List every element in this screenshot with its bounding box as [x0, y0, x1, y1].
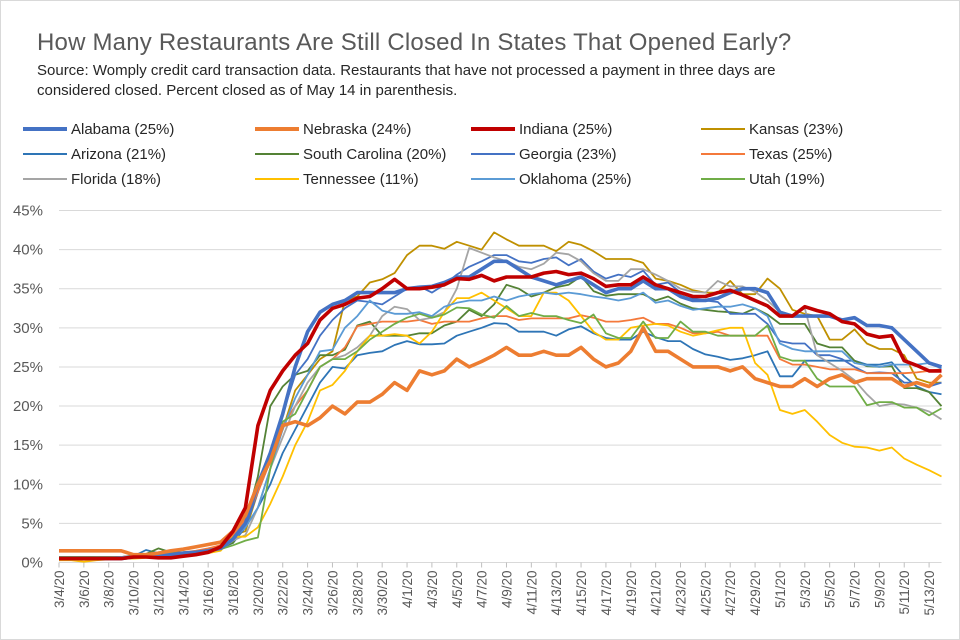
x-tick-label: 4/21/20 — [649, 571, 664, 616]
legend-item: Tennessee (11%) — [255, 169, 471, 189]
y-tick-label: 35% — [13, 281, 43, 298]
legend-label: South Carolina (20%) — [303, 145, 447, 163]
series-line-alabama — [59, 259, 943, 561]
x-tick-label: 3/16/20 — [201, 571, 216, 616]
x-tick-label: 4/19/20 — [624, 571, 639, 616]
x-tick-label: 4/27/20 — [723, 571, 738, 616]
series-line-texas — [59, 314, 942, 560]
legend-swatch — [701, 128, 745, 130]
x-tick-label: 4/5/20 — [450, 571, 465, 609]
legend-label: Florida (18%) — [71, 170, 162, 188]
x-tick-label: 3/20/20 — [251, 571, 266, 616]
legend-swatch — [255, 178, 299, 180]
legend-item: Oklahoma (25%) — [471, 169, 701, 189]
legend-swatch — [471, 178, 515, 180]
legend-item: Alabama (25%) — [23, 119, 255, 139]
x-tick-label: 5/3/20 — [798, 571, 813, 609]
x-tick-label: 4/29/20 — [748, 571, 763, 616]
x-tick-label: 3/12/20 — [151, 571, 166, 616]
legend-item: Texas (25%) — [701, 144, 921, 164]
legend: Alabama (25%) Nebraska (24%) Indiana (25%)… — [23, 119, 943, 189]
legend-swatch — [23, 178, 67, 180]
x-tick-label: 4/25/20 — [698, 571, 713, 616]
x-tick-label: 4/13/20 — [549, 571, 564, 616]
legend-item: South Carolina (20%) — [255, 144, 471, 164]
x-tick-label: 5/13/20 — [922, 571, 937, 616]
legend-label: Utah (19%) — [749, 170, 825, 188]
y-tick-label: 25% — [13, 359, 43, 376]
x-tick-label: 5/1/20 — [773, 571, 788, 609]
legend-label: Texas (25%) — [749, 145, 833, 163]
series-line-utah — [59, 305, 942, 559]
series-line-tennessee — [59, 291, 942, 563]
legend-swatch — [255, 127, 299, 131]
legend-swatch — [701, 178, 745, 180]
x-tick-label: 3/8/20 — [102, 571, 117, 609]
series-line-georgia — [58, 254, 942, 561]
legend-swatch — [471, 153, 515, 155]
legend-swatch — [23, 127, 67, 131]
y-tick-label: 30% — [13, 320, 43, 337]
series-line-indiana — [59, 269, 942, 561]
x-tick-label: 5/7/20 — [848, 571, 863, 609]
legend-item: Nebraska (24%) — [255, 119, 471, 139]
x-tick-label: 3/18/20 — [226, 571, 241, 616]
y-tick-label: 5% — [21, 515, 43, 532]
legend-label: Alabama (25%) — [71, 120, 175, 138]
x-tick-label: 5/5/20 — [823, 571, 838, 609]
legend-item: Georgia (23%) — [471, 144, 701, 164]
x-tick-label: 4/15/20 — [574, 571, 589, 616]
x-tick-label: 3/6/20 — [77, 571, 92, 609]
legend-label: Georgia (23%) — [519, 145, 617, 163]
y-tick-label: 0% — [21, 555, 43, 572]
legend-item: Florida (18%) — [23, 169, 255, 189]
y-tick-label: 45% — [13, 203, 43, 220]
x-tick-label: 4/3/20 — [425, 571, 440, 609]
x-tick-label: 3/26/20 — [325, 571, 340, 616]
x-tick-label: 4/17/20 — [599, 571, 614, 616]
y-tick-label: 15% — [13, 437, 43, 454]
y-tick-label: 10% — [13, 476, 43, 493]
chart-subtitle: Source: Womply credit card transaction d… — [37, 62, 776, 99]
x-tick-label: 4/7/20 — [475, 571, 490, 609]
legend-item: Arizona (21%) — [23, 144, 255, 164]
legend-item: Indiana (25%) — [471, 119, 701, 139]
legend-label: Indiana (25%) — [519, 120, 613, 138]
series-line-arizona — [58, 322, 942, 562]
x-tick-label: 5/11/20 — [897, 571, 912, 615]
x-tick-label: 3/28/20 — [350, 571, 365, 616]
series-line-south-carolina — [59, 275, 943, 558]
x-tick-label: 3/14/20 — [176, 571, 191, 616]
legend-swatch — [471, 127, 515, 131]
series-line-nebraska — [59, 326, 943, 557]
x-tick-label: 3/10/20 — [127, 571, 142, 616]
x-tick-label: 4/23/20 — [674, 571, 689, 616]
x-tick-label: 3/24/20 — [301, 571, 316, 616]
legend-item: Kansas (23%) — [701, 119, 921, 139]
series-line-oklahoma — [59, 291, 942, 560]
x-tick-label: 4/1/20 — [400, 571, 415, 609]
legend-item: Utah (19%) — [701, 169, 921, 189]
x-tick-label: 4/9/20 — [499, 571, 514, 609]
y-tick-label: 40% — [13, 242, 43, 259]
y-tick-label: 20% — [13, 398, 43, 415]
legend-label: Oklahoma (25%) — [519, 170, 632, 188]
x-tick-label: 5/9/20 — [872, 571, 887, 609]
chart-title: How Many Restaurants Are Still Closed In… — [37, 29, 792, 56]
legend-label: Nebraska (24%) — [303, 120, 412, 138]
legend-swatch — [701, 153, 745, 155]
x-tick-label: 3/22/20 — [276, 571, 291, 616]
x-tick-label: 3/30/20 — [375, 571, 390, 616]
legend-label: Arizona (21%) — [71, 145, 167, 163]
legend-swatch — [255, 153, 299, 155]
x-tick-label: 4/11/20 — [524, 571, 539, 615]
x-tick-label: 3/4/20 — [52, 571, 67, 609]
legend-label: Kansas (23%) — [749, 120, 844, 138]
legend-label: Tennessee (11%) — [303, 170, 419, 188]
legend-swatch — [23, 153, 67, 155]
series-line-kansas — [59, 231, 942, 560]
